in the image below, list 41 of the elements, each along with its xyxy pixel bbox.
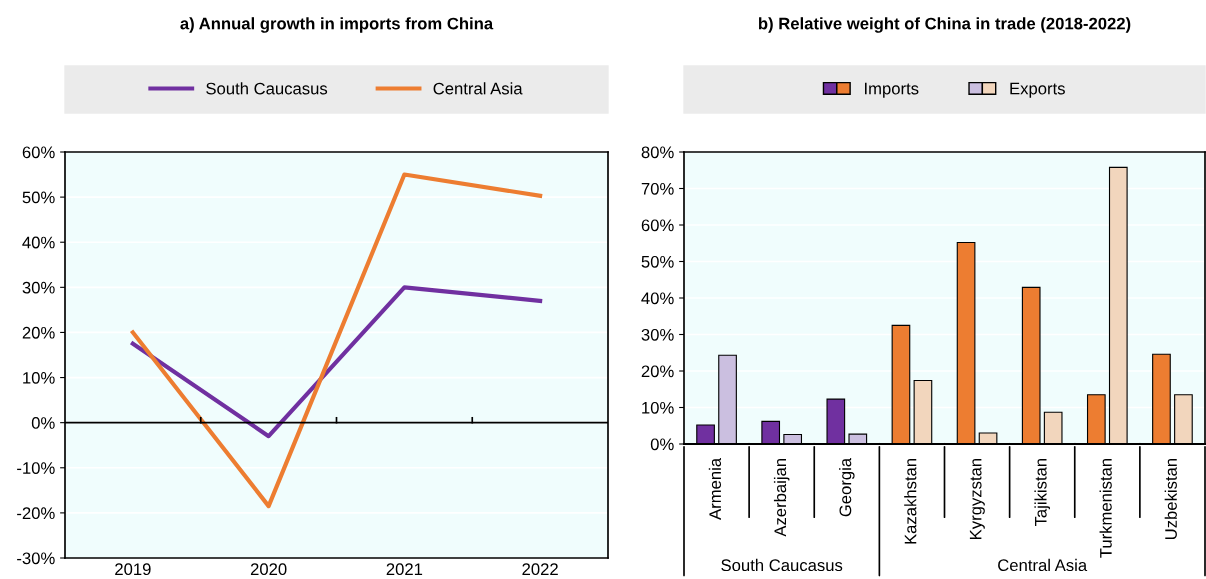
x-tick-label: Turkmenistan [1099,458,1112,558]
y-tick-label: 40% [641,292,674,305]
x-tick-label: 2020 [250,563,287,576]
y-tick-label: 0% [31,417,55,429]
legend-label: Central Asia [433,82,523,95]
x-tick-label: Kazakhstan [904,458,917,544]
y-tick-label: 50% [641,255,674,268]
x-tick-label: Azerbaijan [773,458,790,537]
y-tick-label: 60% [641,219,674,232]
x-tick-label: Kyrgyzstan [969,458,985,539]
line-series [130,172,543,509]
y-tick-label: 0% [650,438,674,451]
chart-title: b) Relative weight of China in trade (2018-2022) [758,17,1131,33]
legend-label: South Caucasus [206,82,328,95]
x-tick-label: 2019 [115,563,151,576]
y-tick-label: 30% [641,328,674,341]
x-tick-label: Armenia [708,457,722,520]
y-tick-label: 10% [23,371,55,384]
y-tick-label: 10% [642,401,674,414]
y-tick-label: 60% [22,146,55,159]
legend-label: Imports [865,82,919,98]
y-tick-label: 20% [22,326,55,339]
y-tick-label: -30% [17,552,55,565]
x-tick-label: Uzbekistan [1164,458,1177,540]
y-tick-label: 70% [641,182,674,195]
line-series [130,285,543,439]
text: Central Asia [998,558,1088,572]
y-tick-label: 20% [641,365,674,378]
y-tick-label: -20% [17,507,55,520]
y-tick-label: 40% [22,236,55,249]
chart-title: a) Annual growth in imports from China [180,17,494,33]
legend-label: Exports [1010,82,1065,98]
y-tick-label: -10% [17,462,55,474]
x-tick-label: Georgia [839,457,855,517]
text: South Caucasus [721,558,843,572]
y-tick-label: 30% [22,281,55,294]
x-tick-label: 2022 [522,563,558,576]
x-tick-label: 2021 [386,563,423,576]
y-tick-label: 80% [641,146,674,159]
x-tick-label: Tajikistan [1034,458,1050,527]
y-tick-label: 50% [22,191,55,204]
